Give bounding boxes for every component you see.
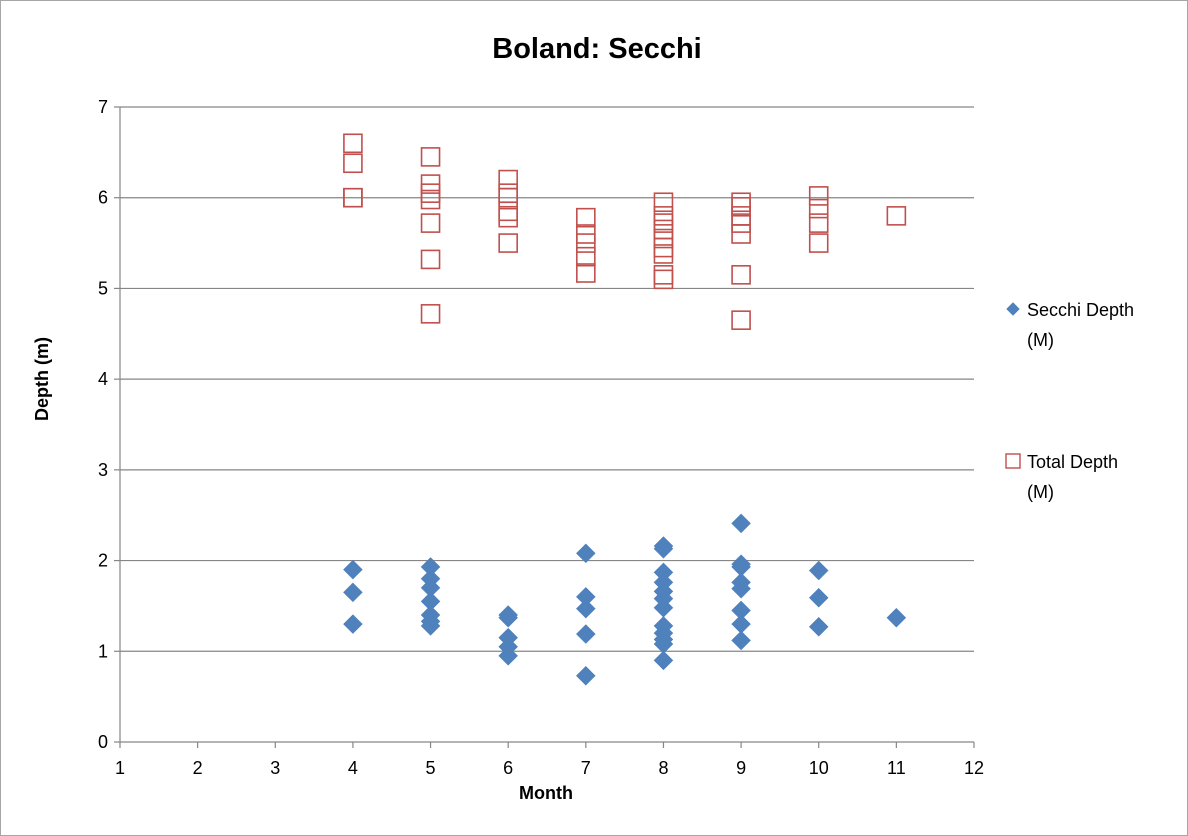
- legend: Secchi Depth (M) Total Depth (M): [1005, 300, 1134, 502]
- chart-title: Boland: Secchi: [492, 33, 702, 65]
- total-depth-point: [498, 169, 518, 190]
- secchi-depth-point: [731, 630, 751, 651]
- secchi-depth-point: [653, 650, 674, 671]
- secchi-depth-point: [808, 616, 829, 637]
- y-tick-label: 5: [98, 278, 108, 298]
- legend-label-total-depth: (M): [1027, 482, 1054, 502]
- x-tick-label: 2: [193, 758, 203, 778]
- secchi-depth-point: [575, 543, 596, 564]
- total-depth-point: [808, 186, 829, 206]
- total-depth-point: [343, 187, 363, 208]
- secchi-depth-point: [498, 645, 519, 666]
- x-tick-label: 7: [581, 758, 591, 778]
- total-depth-point: [420, 147, 441, 167]
- x-tick-label: 10: [809, 758, 829, 778]
- x-tick-label: 6: [503, 758, 513, 778]
- total-depth-point: [653, 206, 674, 226]
- x-tick-label: 9: [736, 758, 746, 778]
- y-tick-label: 6: [98, 188, 108, 208]
- total-depth-point: [498, 187, 518, 208]
- x-tick-label: 8: [658, 758, 668, 778]
- legend-label-secchi-depth: (M): [1027, 330, 1054, 350]
- total-depth-point: [343, 153, 363, 174]
- data-points: [343, 133, 907, 686]
- gridlines: [120, 106, 974, 652]
- total-depth-point: [576, 233, 596, 253]
- legend-marker-secchi-depth: [1006, 302, 1020, 316]
- total-depth-point: [498, 233, 518, 253]
- secchi-depth-point: [575, 665, 596, 686]
- total-depth-point: [653, 269, 674, 290]
- x-tick-label: 4: [348, 758, 358, 778]
- total-depth-point: [731, 310, 751, 330]
- total-depth-point: [420, 304, 441, 324]
- axes: [114, 106, 975, 748]
- x-tick-label: 3: [270, 758, 280, 778]
- total-depth-point: [653, 244, 674, 264]
- total-depth-point: [576, 263, 596, 283]
- total-depth-point: [343, 133, 363, 154]
- secchi-depth-point: [653, 538, 674, 559]
- secchi-depth-point: [731, 513, 751, 534]
- secchi-depth-point: [420, 616, 441, 636]
- y-axis-label: Depth (m): [32, 337, 52, 421]
- total-depth-point: [731, 224, 751, 244]
- y-tick-label: 0: [98, 732, 108, 752]
- total-depth-point: [420, 213, 441, 233]
- total-depth-point: [653, 265, 674, 285]
- total-depth-point: [498, 201, 518, 222]
- total-depth-point: [576, 246, 596, 267]
- secchi-depth-point: [343, 582, 363, 603]
- secchi-depth-point: [886, 607, 907, 628]
- x-tick-label: 1: [115, 758, 125, 778]
- secchi-depth-point: [498, 607, 519, 628]
- y-tick-label: 4: [98, 369, 108, 389]
- y-tick-label: 7: [98, 97, 108, 117]
- x-tick-label: 5: [426, 758, 436, 778]
- total-depth-point: [498, 183, 518, 203]
- total-depth-point: [653, 192, 674, 213]
- total-depth-point: [886, 206, 907, 226]
- legend-label-total-depth: Total Depth: [1027, 452, 1118, 472]
- secchi-depth-point: [575, 624, 596, 644]
- y-tick-label: 1: [98, 641, 108, 661]
- secchi-depth-point: [575, 598, 596, 619]
- total-depth-point: [731, 213, 751, 233]
- x-tick-label: 11: [887, 758, 906, 778]
- y-tick-label: 2: [98, 551, 108, 571]
- total-depth-point: [808, 198, 829, 219]
- secchi-depth-point: [343, 559, 363, 580]
- total-depth-point: [731, 265, 751, 285]
- total-depth-point: [808, 213, 829, 233]
- legend-label-secchi-depth: Secchi Depth: [1027, 300, 1134, 320]
- secchi-depth-point: [808, 560, 829, 581]
- total-depth-point: [420, 189, 441, 210]
- total-depth-point: [420, 249, 441, 270]
- total-depth-point: [576, 207, 596, 228]
- x-tick-label: 12: [964, 758, 984, 778]
- total-depth-point: [808, 233, 829, 253]
- total-depth-point: [731, 192, 751, 213]
- total-depth-point: [498, 207, 518, 228]
- secchi-depth-point: [808, 587, 829, 608]
- y-tick-label: 3: [98, 460, 108, 480]
- secchi-depth-point: [343, 614, 363, 634]
- legend-marker-total-depth: [1005, 453, 1021, 469]
- x-axis-label: Month: [519, 783, 573, 803]
- secchi-depth-point: [731, 578, 751, 599]
